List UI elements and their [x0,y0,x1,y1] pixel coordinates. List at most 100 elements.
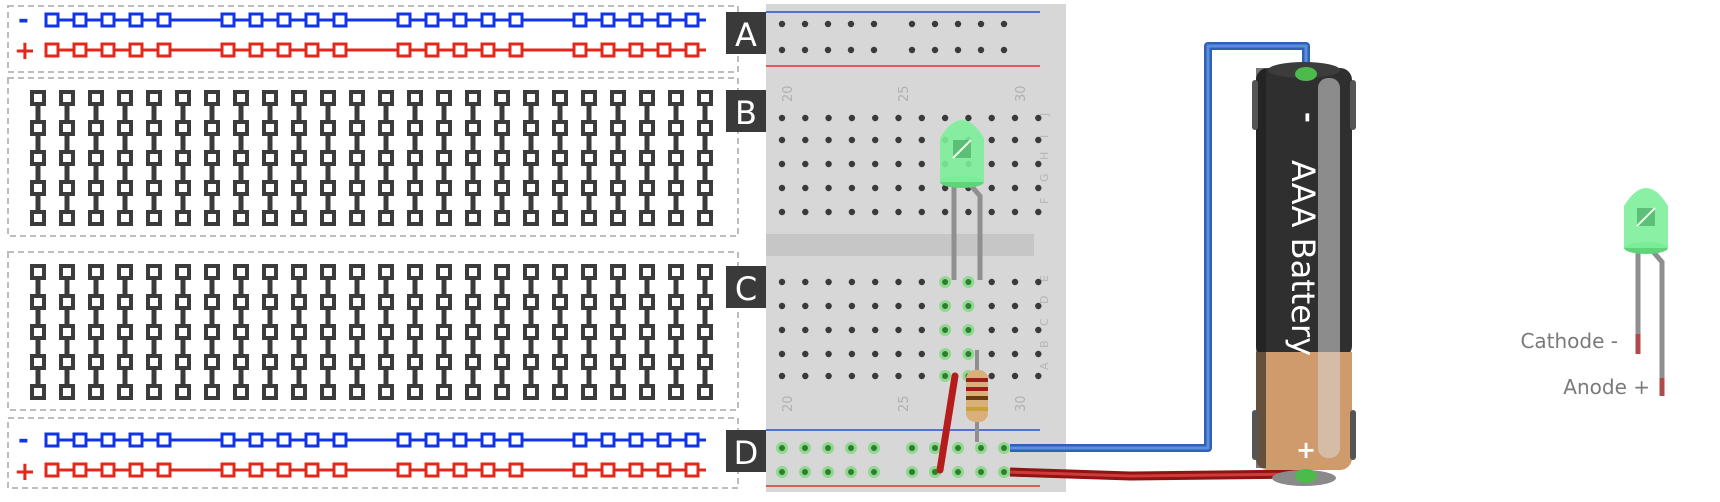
rail-node [248,462,264,478]
strip-node [233,354,249,370]
strip-node [59,180,75,196]
strip-node [581,324,597,340]
strip-node [30,210,46,226]
strip-node [378,210,394,226]
strip-node [233,90,249,106]
strip-node [523,324,539,340]
strip-node [291,264,307,280]
hole [1011,136,1019,144]
strip-node [407,90,423,106]
rail-node [332,432,348,448]
strip-node [349,90,365,106]
hole [918,136,925,144]
hole [1035,302,1042,310]
hole [909,445,915,451]
battery-plus-terminal [1295,469,1317,483]
strip-node [552,150,568,166]
strip-node [349,180,365,196]
rail-node [656,432,672,448]
rail-node [100,12,116,28]
hole [848,136,856,144]
hole [801,20,809,28]
strip-node [88,120,104,136]
rail-node [600,42,616,58]
strip-node [175,120,191,136]
hole [1001,445,1007,451]
strip-node [610,120,626,136]
hole [848,278,856,286]
hole [872,208,879,216]
section-letter-b: B [735,94,757,132]
strip-node [581,180,597,196]
strip-node [175,264,191,280]
strip-node [552,120,568,136]
strip-node [233,294,249,310]
strip-node [349,210,365,226]
strip-node [204,210,220,226]
strip-node [233,210,249,226]
strip-node [117,210,133,226]
hole [895,350,902,358]
hole [779,469,785,475]
hole [848,208,856,216]
hole [895,114,902,122]
rail-node [220,432,236,448]
bottom-plus-symbol: + [14,457,36,487]
strip-node [349,294,365,310]
hole [988,302,995,310]
strip-node [465,354,481,370]
hole [908,20,916,28]
hole [848,114,856,122]
hole [802,302,809,310]
hole [871,445,877,451]
hole [988,372,995,380]
strip-node [349,354,365,370]
hole [872,326,879,334]
strip-node [30,294,46,310]
hole [870,46,878,54]
rail-node [276,432,292,448]
strip-node [146,324,162,340]
strip-node [291,210,307,226]
hole [848,302,856,310]
strip-node [291,120,307,136]
hole [965,114,972,122]
strip-node [30,180,46,196]
rail-node [100,462,116,478]
hole [848,160,856,168]
row-letters: J I H G F E D C B A [1038,113,1051,370]
battery-plus-symbol: + [1296,436,1316,464]
hole [977,20,985,28]
strip-node [552,384,568,400]
hole [942,373,949,379]
strip-node [494,324,510,340]
strip-node [697,90,713,106]
strip-node [117,120,133,136]
strip-node [59,264,75,280]
rail-node [656,462,672,478]
strip-node [581,264,597,280]
strip-node [30,354,46,370]
top-minus-symbol: - [18,5,29,35]
hole [870,20,878,28]
strip-node [291,90,307,106]
hole [1035,350,1042,358]
hole [848,184,856,192]
section-badge-c: C [726,266,766,308]
hole [918,326,925,334]
hole [872,278,879,286]
strip-node [639,324,655,340]
rail-node [572,12,588,28]
hole [848,326,856,334]
strip-node [320,180,336,196]
rail-node [628,462,644,478]
anode-label: Anode + [1563,375,1650,399]
hole [872,114,879,122]
hole [825,184,832,192]
row-letter: I [1038,135,1051,138]
strip-node [88,180,104,196]
strip-node [88,384,104,400]
strip-node [668,354,684,370]
strip-node [233,120,249,136]
strip-node [494,180,510,196]
